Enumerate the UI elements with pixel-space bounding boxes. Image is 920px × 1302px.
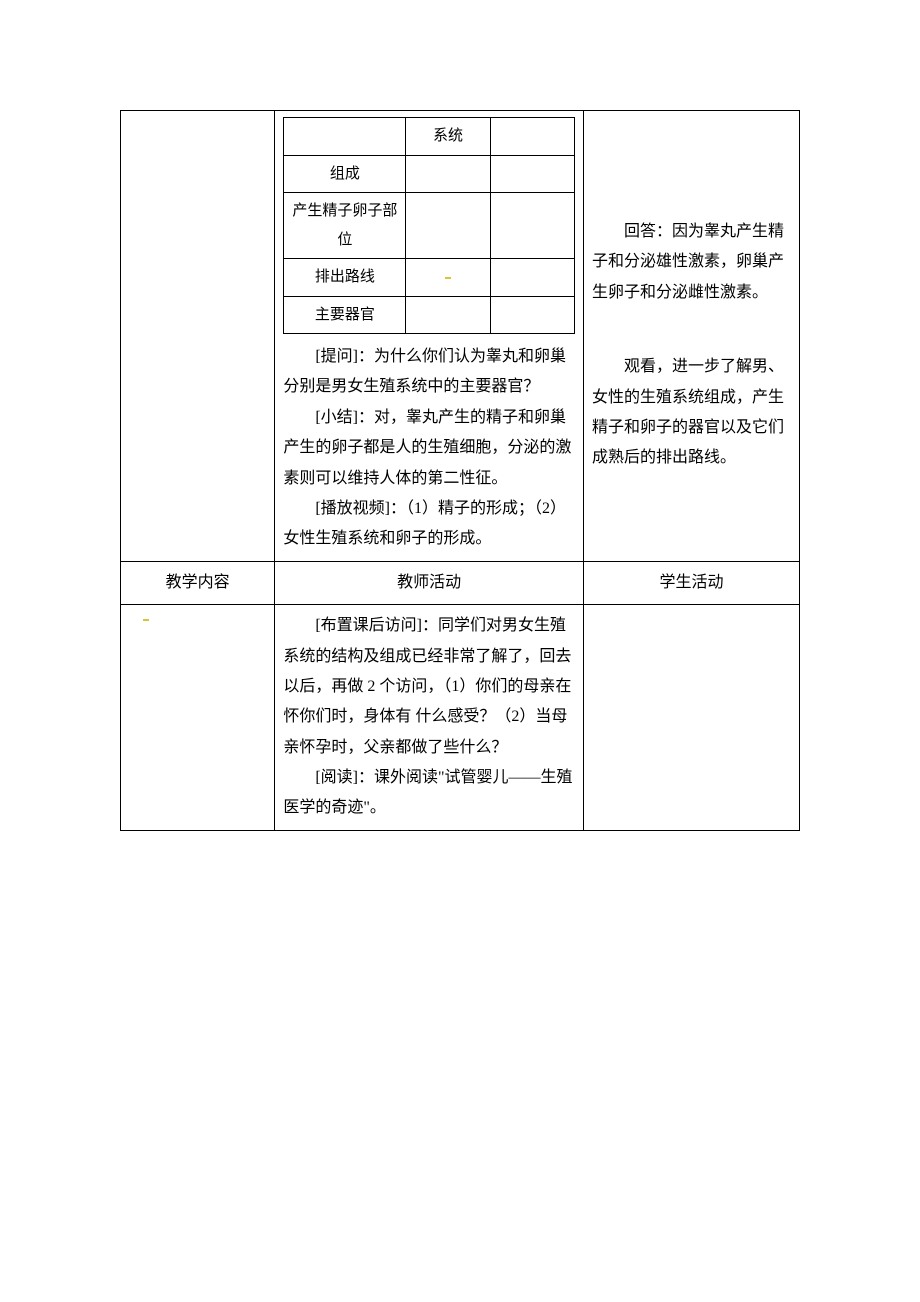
inner-comparison-table: 系统 组成 产生精子卵子部位 排出路线 xyxy=(283,117,575,334)
spacer xyxy=(592,322,791,352)
inner-cell-blank xyxy=(406,155,490,193)
table-row: 主要器官 xyxy=(284,296,575,334)
inner-cell-blank xyxy=(490,296,574,334)
inner-cell-blank xyxy=(490,155,574,193)
reading-text: [阅读]：课外阅读"试管婴儿——生殖医学的奇迹"。 xyxy=(283,763,575,824)
inner-cell-blank xyxy=(406,296,490,334)
observe-text: 观看，进一步了解男、女性的生殖系统组成，产生精子和卵子的器官以及它们成熟后的排出… xyxy=(592,352,791,474)
answer-text: 回答：因为睾丸产生精子和分泌雄性激素，卵巢产生卵子和分泌雌性激素。 xyxy=(592,217,791,308)
inner-cell-blank xyxy=(490,259,574,297)
table-row: [布置课后访问]：同学们对男女生殖系统的结构及组成已经非常了解了，回去以后，再做… xyxy=(121,605,800,831)
table-header-row: 教学内容 教师活动 学生活动 xyxy=(121,561,800,604)
inner-cell-blank xyxy=(284,118,406,156)
table-row: 组成 xyxy=(284,155,575,193)
accent-dot-icon xyxy=(143,619,149,621)
lesson-plan-table: 系统 组成 产生精子卵子部位 排出路线 xyxy=(120,110,800,831)
table-row: 排出路线 xyxy=(284,259,575,297)
inner-cell-blank xyxy=(490,193,574,259)
inner-cell-blank xyxy=(406,193,490,259)
question-text: [提问]：为什么你们认为睾丸和卵巢分别是男女生殖系统中的主要器官？ xyxy=(283,342,575,403)
inner-label-exit-route: 排出路线 xyxy=(284,259,406,297)
cell-left-blank xyxy=(121,605,275,831)
cell-student-activity-blank xyxy=(583,605,799,831)
cell-left-blank xyxy=(121,111,275,562)
col-header-teacher-activity: 教师活动 xyxy=(275,561,584,604)
accent-dot-icon xyxy=(445,277,451,279)
inner-cell-accent xyxy=(406,259,490,297)
inner-cell-system: 系统 xyxy=(406,118,490,156)
homework-text: [布置课后访问]：同学们对男女生殖系统的结构及组成已经非常了解了，回去以后，再做… xyxy=(283,611,575,763)
inner-label-produce-site: 产生精子卵子部位 xyxy=(284,193,406,259)
inner-cell-blank xyxy=(490,118,574,156)
table-row: 产生精子卵子部位 xyxy=(284,193,575,259)
cell-student-activity-1: 回答：因为睾丸产生精子和分泌雄性激素，卵巢产生卵子和分泌雌性激素。 观看，进一步… xyxy=(583,111,799,562)
inner-label-composition: 组成 xyxy=(284,155,406,193)
spacer xyxy=(592,117,791,217)
cell-teacher-activity-1: 系统 组成 产生精子卵子部位 排出路线 xyxy=(275,111,584,562)
table-row: 系统 组成 产生精子卵子部位 排出路线 xyxy=(121,111,800,562)
summary-text: [小结]：对，睾丸产生的精子和卵巢产生的卵子都是人的生殖细胞，分泌的激素则可以维… xyxy=(283,403,575,494)
table-row: 系统 xyxy=(284,118,575,156)
col-header-teaching-content: 教学内容 xyxy=(121,561,275,604)
page: 系统 组成 产生精子卵子部位 排出路线 xyxy=(0,0,920,1302)
col-header-student-activity: 学生活动 xyxy=(583,561,799,604)
video-text: [播放视频]：（1）精子的形成；（2）女性生殖系统和卵子的形成。 xyxy=(283,494,575,555)
inner-label-main-organ: 主要器官 xyxy=(284,296,406,334)
cell-teacher-activity-2: [布置课后访问]：同学们对男女生殖系统的结构及组成已经非常了解了，回去以后，再做… xyxy=(275,605,584,831)
